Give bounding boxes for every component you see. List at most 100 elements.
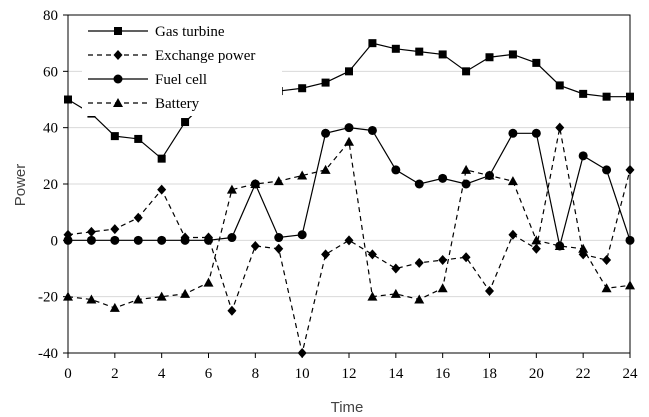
legend-marker-gas-turbine: [114, 27, 122, 35]
point-battery-15: [414, 294, 425, 304]
point-battery-6: [203, 277, 214, 287]
point-gas-turbine-12: [345, 67, 353, 76]
x-tick-label-18: 18: [482, 366, 497, 382]
point-fuel-cell-9: [274, 233, 284, 243]
legend: Gas turbine Exchange power Fuel cell Batter…: [82, 16, 282, 116]
legend-marker-fuel-cell: [113, 74, 123, 84]
point-battery-2: [109, 302, 120, 312]
point-gas-turbine-17: [462, 67, 471, 76]
point-exchange-power-8: [250, 240, 260, 251]
y-tick-label-40: 40: [43, 121, 58, 137]
point-battery-20: [531, 235, 542, 245]
point-exchange-power-2: [110, 224, 120, 235]
x-tick-label-24: 24: [623, 366, 639, 382]
point-fuel-cell-3: [133, 235, 143, 245]
point-fuel-cell-24: [625, 235, 635, 245]
point-gas-turbine-11: [321, 78, 330, 87]
point-fuel-cell-14: [391, 165, 401, 175]
point-gas-turbine-23: [602, 92, 611, 101]
point-exchange-power-24: [625, 164, 635, 175]
point-battery-16: [437, 283, 448, 293]
point-battery-11: [320, 164, 331, 174]
x-tick-label-8: 8: [252, 366, 260, 382]
point-battery-8: [250, 179, 261, 188]
point-battery-0: [63, 291, 73, 301]
legend-entry-battery: Battery: [88, 96, 200, 112]
point-exchange-power-13: [367, 249, 377, 260]
point-fuel-cell-19: [508, 128, 518, 138]
point-exchange-power-18: [485, 286, 494, 297]
point-exchange-power-16: [438, 255, 448, 266]
point-gas-turbine-20: [532, 58, 541, 67]
point-gas-turbine-4: [157, 154, 166, 163]
point-battery-22: [578, 243, 589, 253]
point-battery-14: [390, 288, 401, 298]
point-fuel-cell-12: [344, 123, 354, 133]
series-line-battery: [67, 140, 631, 309]
point-exchange-power-21: [555, 122, 565, 133]
point-fuel-cell-15: [414, 179, 424, 189]
x-tick-label-22: 22: [576, 366, 591, 382]
series-layer: [63, 39, 635, 358]
x-tick-label-0: 0: [64, 366, 72, 382]
legend-entry-fuel-cell: Fuel cell: [88, 72, 207, 88]
point-gas-turbine-16: [438, 50, 447, 59]
legend-marker-exchange-power: [113, 50, 123, 60]
point-exchange-power-17: [461, 252, 471, 263]
point-gas-turbine-24: [626, 92, 634, 101]
point-fuel-cell-23: [602, 165, 612, 175]
point-gas-turbine-10: [298, 84, 307, 93]
point-fuel-cell-2: [110, 235, 120, 245]
y-tick-label--40: -40: [38, 346, 58, 362]
point-battery-7: [226, 184, 237, 194]
point-fuel-cell-20: [531, 128, 541, 138]
point-fuel-cell-16: [438, 173, 448, 183]
point-exchange-power-10: [297, 348, 307, 358]
point-gas-turbine-22: [579, 89, 588, 98]
y-tick-label-0: 0: [51, 233, 59, 249]
point-fuel-cell-11: [321, 128, 331, 138]
x-tick-label-14: 14: [388, 366, 404, 382]
point-exchange-power-7: [227, 305, 237, 316]
point-battery-18: [484, 170, 495, 180]
point-battery-19: [507, 176, 518, 186]
point-battery-4: [156, 291, 167, 301]
legend-entry-gas-turbine: Gas turbine: [88, 24, 225, 40]
point-fuel-cell-5: [180, 235, 190, 245]
point-exchange-power-9: [274, 243, 284, 254]
point-exchange-power-1: [86, 226, 96, 237]
point-fuel-cell-7: [227, 233, 237, 243]
point-exchange-power-23: [602, 255, 612, 266]
series-fuel-cell: [63, 123, 635, 251]
x-tick-label-16: 16: [435, 366, 451, 382]
point-fuel-cell-22: [578, 151, 588, 161]
point-exchange-power-4: [157, 184, 167, 195]
point-gas-turbine-0: [64, 95, 72, 104]
point-battery-13: [367, 291, 378, 301]
point-battery-5: [180, 288, 191, 298]
point-battery-21: [554, 240, 565, 250]
point-exchange-power-20: [531, 243, 541, 254]
point-gas-turbine-3: [134, 134, 143, 143]
point-fuel-cell-0: [63, 235, 73, 245]
y-axis-title: Power: [12, 164, 29, 207]
y-tick-label-80: 80: [43, 8, 58, 24]
series-battery: [63, 136, 635, 312]
point-battery-17: [461, 164, 472, 174]
legend-entry-exchange-power: Exchange power: [88, 48, 255, 64]
legend-label-exchange-power: Exchange power: [155, 48, 255, 64]
x-tick-label-10: 10: [295, 366, 310, 382]
point-gas-turbine-19: [508, 50, 517, 59]
x-tick-label-20: 20: [529, 366, 544, 382]
point-gas-turbine-2: [110, 132, 119, 141]
point-fuel-cell-10: [297, 230, 307, 240]
point-battery-3: [133, 294, 144, 304]
point-gas-turbine-13: [368, 39, 377, 48]
point-fuel-cell-13: [367, 125, 377, 135]
x-tick-label-12: 12: [342, 366, 357, 382]
point-exchange-power-12: [344, 235, 354, 246]
point-exchange-power-3: [133, 212, 143, 223]
legend-label-battery: Battery: [155, 96, 200, 112]
